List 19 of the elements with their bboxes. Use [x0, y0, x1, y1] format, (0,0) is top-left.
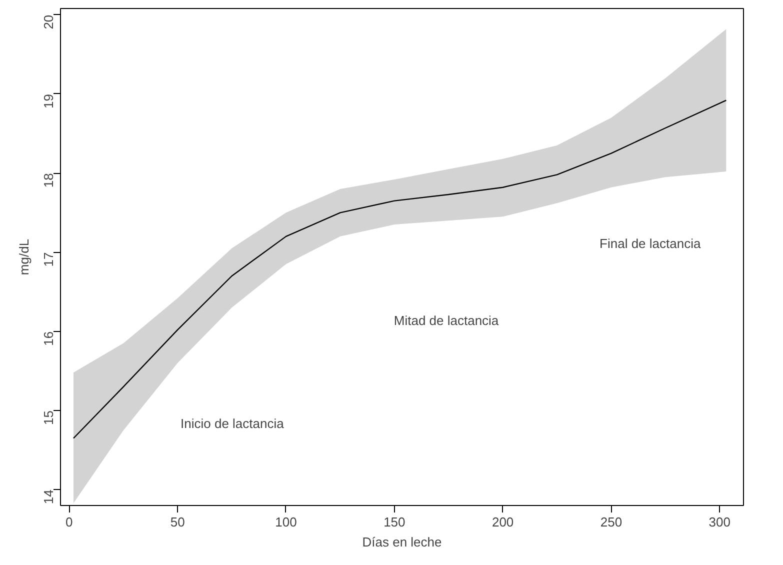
y-tick-label: 16 [41, 331, 56, 346]
y-tick-label: 18 [41, 173, 56, 188]
y-tick-label: 14 [41, 490, 56, 504]
x-axis-title: Días en leche [362, 534, 442, 550]
annotation: Inicio de lactancia [180, 416, 285, 431]
x-tick-label: 0 [66, 514, 73, 530]
x-tick-label: 300 [708, 514, 731, 530]
y-tick-label: 17 [41, 252, 56, 267]
x-tick-label: 50 [170, 514, 185, 530]
x-tick-label: 100 [275, 514, 297, 530]
y-tick-label: 19 [41, 94, 56, 108]
annotation: Final de lactancia [600, 236, 702, 252]
x-tick-label: 250 [600, 514, 622, 530]
x-tick-label: 150 [384, 514, 406, 530]
x-tick-label: 200 [492, 514, 514, 530]
y-tick-label: 20 [41, 14, 56, 30]
annotation: Mitad de lactancia [394, 313, 500, 328]
y-axis-title: mg/dL [16, 238, 32, 276]
y-tick-label: 15 [41, 410, 56, 425]
